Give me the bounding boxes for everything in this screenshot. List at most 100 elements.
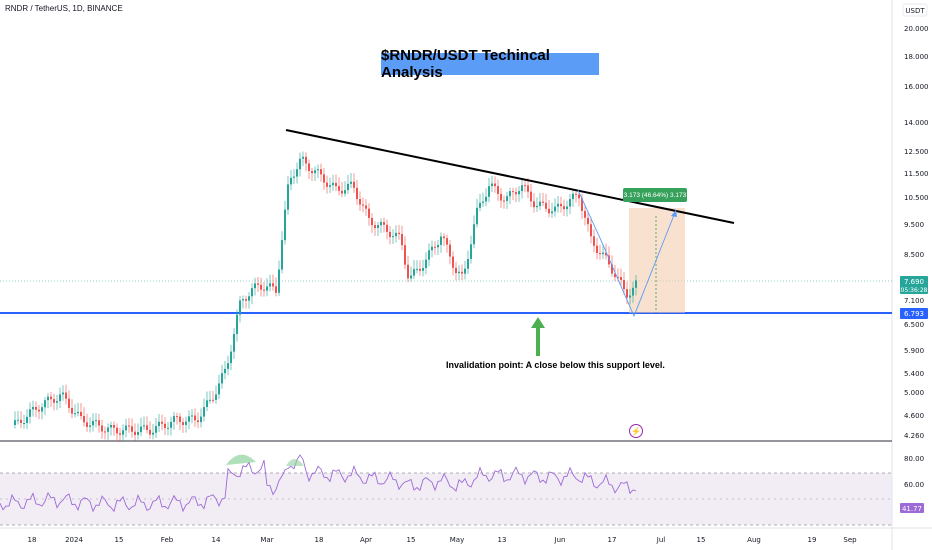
candle-body — [128, 425, 130, 427]
chart-title: $RNDR/USDT Techincal Analysis — [381, 47, 599, 81]
lightning-icon[interactable]: ⚡ — [629, 424, 643, 438]
candle-body — [383, 222, 385, 225]
candle-body — [416, 268, 418, 270]
candle-body — [506, 196, 508, 202]
candle-body — [251, 288, 253, 297]
candle-body — [248, 296, 250, 301]
up-arrow-icon — [531, 317, 545, 356]
candle-body — [446, 238, 448, 245]
time-tick-label: 18 — [315, 536, 324, 544]
rsi-indicator — [0, 454, 637, 513]
candle-body — [164, 423, 166, 428]
last-price-tag: 7.690 — [904, 278, 924, 286]
candle-body — [173, 416, 175, 422]
candle-body — [233, 333, 235, 352]
candle-body — [185, 421, 187, 425]
candle-body — [281, 240, 283, 270]
rsi-overbought-fill — [286, 459, 304, 466]
price-tick-label: 4.600 — [904, 412, 924, 420]
currency-label[interactable]: USDT — [905, 7, 925, 15]
candle-body — [392, 236, 394, 238]
price-tick-label: 4.260 — [904, 432, 924, 440]
time-tick-label: 15 — [115, 536, 124, 544]
candle-body — [224, 368, 226, 374]
candle-body — [227, 363, 229, 369]
invalidation-note: Invalidation point: A close below this s… — [446, 360, 665, 370]
candle-body — [14, 420, 16, 425]
support-price-tag: 6.793 — [904, 310, 924, 318]
time-tick-label: Feb — [161, 536, 174, 544]
time-tick-label: 2024 — [65, 536, 83, 544]
candle-body — [26, 416, 28, 424]
candle-body — [371, 217, 373, 226]
candle-body — [149, 429, 151, 435]
candle-body — [47, 396, 49, 401]
candle-body — [104, 431, 106, 433]
candle-body — [548, 208, 550, 214]
candle-body — [275, 286, 277, 293]
candle-body — [32, 406, 34, 410]
symbol-info[interactable]: RNDR / TetherUS, 1D, BINANCE — [5, 4, 123, 13]
candle-body — [365, 205, 367, 209]
candle-body — [515, 192, 517, 195]
time-tick-label: 13 — [498, 536, 507, 544]
candle-body — [158, 421, 160, 427]
candle-body — [635, 280, 637, 288]
candle-body — [107, 427, 109, 432]
candle-body — [539, 201, 541, 206]
time-tick-label: 19 — [808, 536, 817, 544]
candle-body — [167, 427, 169, 429]
candle-body — [617, 277, 619, 279]
time-tick-label: 15 — [407, 536, 416, 544]
price-tick-label: 5.900 — [904, 347, 924, 355]
candle-body — [407, 264, 409, 279]
candle-body — [329, 185, 331, 187]
candle-body — [77, 411, 79, 414]
candle-body — [155, 426, 157, 433]
candle-body — [215, 394, 217, 400]
candle-body — [509, 191, 511, 197]
candle-body — [272, 283, 274, 287]
candle-body — [245, 299, 247, 301]
time-tick-label: Jun — [554, 536, 566, 544]
candle-body — [560, 203, 562, 207]
price-tick-label: 11.500 — [904, 170, 929, 178]
candle-body — [527, 185, 529, 192]
candle-body — [332, 182, 334, 186]
candle-body — [386, 224, 388, 232]
rsi-tick-label: 80.00 — [904, 455, 924, 463]
candle-body — [476, 207, 478, 225]
measure-label: 3.173 (46.64%) 3.173 — [623, 188, 687, 202]
target-zone — [629, 208, 685, 313]
candle-body — [410, 275, 412, 279]
candle-body — [65, 392, 67, 399]
candle-body — [44, 400, 46, 408]
candle-body — [320, 169, 322, 175]
candle-body — [71, 407, 73, 414]
candle-body — [182, 422, 184, 425]
candle-body — [596, 245, 598, 253]
candle-body — [20, 419, 22, 424]
candle-body — [584, 210, 586, 218]
candle-body — [608, 255, 610, 265]
candle-body — [545, 202, 547, 209]
candle-body — [146, 425, 148, 430]
candle-body — [239, 300, 241, 315]
candle-body — [425, 259, 427, 269]
candle-body — [116, 427, 118, 434]
candle-body — [581, 198, 583, 211]
candle-body — [518, 191, 520, 195]
candle-body — [68, 398, 70, 408]
candle-body — [602, 252, 604, 255]
candle-body — [455, 267, 457, 274]
candle-body — [200, 416, 202, 423]
candle-body — [299, 158, 301, 170]
candle-body — [629, 295, 631, 298]
candle-body — [575, 193, 577, 195]
candle-body — [41, 407, 43, 412]
candle-body — [557, 203, 559, 207]
price-tick-label: 12.500 — [904, 148, 929, 156]
candle-body — [341, 190, 343, 194]
candle-body — [134, 431, 136, 435]
